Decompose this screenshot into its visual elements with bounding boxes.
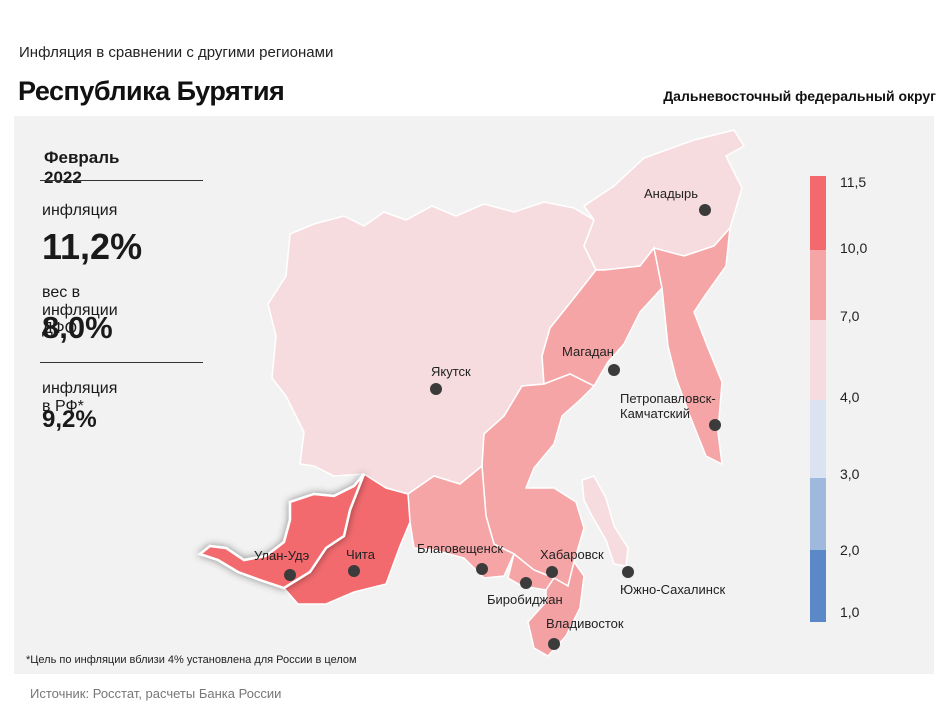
region-map xyxy=(197,129,746,657)
city-label-chita: Чита xyxy=(346,547,375,562)
city-label-birobidzhan: Биробиджан xyxy=(487,592,563,607)
legend-swatch-5 xyxy=(810,478,826,550)
weight-label: вес в инфляции ДФО xyxy=(42,284,118,337)
inflation-label: инфляция xyxy=(42,202,118,219)
legend-swatch-6 xyxy=(810,550,826,622)
legend-tick-1: 11,5 xyxy=(840,174,867,190)
weight-value: 8,0% xyxy=(42,310,113,345)
city-dot-birobidzhan[interactable] xyxy=(520,577,532,589)
subtitle: Инфляция в сравнении с другими регионами xyxy=(19,44,334,61)
legend-tick-5: 3,0 xyxy=(840,466,860,482)
city-dot-yuzhno-sakhalinsk[interactable] xyxy=(622,566,634,578)
legend-swatch-2 xyxy=(810,250,826,320)
city-label-yuzhno-sakhalinsk: Южно-Сахалинск xyxy=(620,582,726,597)
city-label-ulan-ude: Улан-Удэ xyxy=(254,548,310,563)
city-label-yakutsk: Якутск xyxy=(431,364,471,379)
legend-tick-3: 7,0 xyxy=(840,308,860,324)
inflation-value: 11,2% xyxy=(42,226,143,267)
legend-tick-2: 10,0 xyxy=(840,240,868,256)
city-dot-chita[interactable] xyxy=(348,565,360,577)
city-dot-petropavlovsk[interactable] xyxy=(709,419,721,431)
legend-tick-4: 4,0 xyxy=(840,389,860,405)
city-label-anadyr: Анадырь xyxy=(644,186,699,201)
city-dot-vladivostok[interactable] xyxy=(548,638,560,650)
city-dot-magadan[interactable] xyxy=(608,364,620,376)
city-label-khabarovsk: Хабаровск xyxy=(540,547,604,562)
rf-inflation-label: инфляция в РФ* xyxy=(42,380,118,415)
city-label-blagoveshchensk: Благовещенск xyxy=(417,541,504,556)
divider-bottom xyxy=(40,362,203,363)
legend-tick-7: 1,0 xyxy=(840,604,860,620)
legend-tick-6: 2,0 xyxy=(840,542,860,558)
legend-swatch-3 xyxy=(810,320,826,400)
rf-inflation-value: 9,2% xyxy=(42,406,97,433)
period-label: Февраль 2022 xyxy=(44,148,120,187)
city-label-petropavlovsk-2: Камчатский xyxy=(620,406,690,421)
city-dot-blagoveshchensk[interactable] xyxy=(476,563,488,575)
city-dot-khabarovsk[interactable] xyxy=(546,566,558,578)
district-label: Дальневосточный федеральный округ xyxy=(663,88,936,104)
map-panel: Февраль 2022 инфляция 11,2% вес в инфляц… xyxy=(14,116,934,674)
legend-swatch-1 xyxy=(810,176,826,250)
region-kamchatka[interactable] xyxy=(653,225,731,466)
city-label-vladivostok: Владивосток xyxy=(546,616,624,631)
footnote: *Цель по инфляции вблизи 4% установлена … xyxy=(26,654,357,666)
legend-swatch-4 xyxy=(810,400,826,478)
source-note: Источник: Росстат, расчеты Банка России xyxy=(30,686,282,701)
page-title: Республика Бурятия xyxy=(18,76,285,106)
city-dot-anadyr[interactable] xyxy=(699,204,711,216)
region-magadan[interactable] xyxy=(541,246,663,387)
city-label-magadan: Магадан xyxy=(562,344,614,359)
city-label-petropavlovsk-1: Петропавловск- xyxy=(620,391,716,406)
divider-top xyxy=(40,180,203,181)
city-dot-ulan-ude[interactable] xyxy=(284,569,296,581)
region-buryatia[interactable] xyxy=(197,473,366,590)
city-dot-yakutsk[interactable] xyxy=(430,383,442,395)
region-amur[interactable] xyxy=(407,464,515,579)
